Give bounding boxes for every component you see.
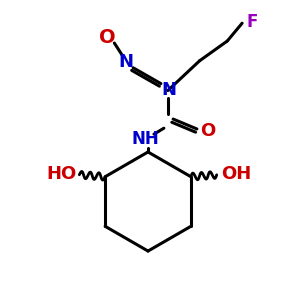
Text: N: N [161, 81, 176, 99]
Text: N: N [119, 53, 134, 71]
Text: O: O [99, 28, 116, 46]
Text: HO: HO [46, 165, 77, 183]
Text: F: F [246, 13, 258, 31]
Text: O: O [200, 122, 215, 140]
Text: NH: NH [131, 130, 159, 148]
Text: OH: OH [221, 165, 252, 183]
